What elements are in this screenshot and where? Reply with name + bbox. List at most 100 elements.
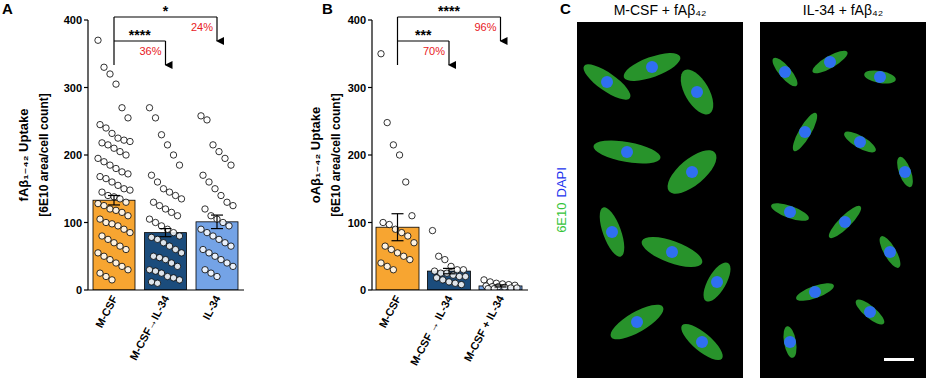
cell-body (769, 200, 811, 225)
data-point (156, 202, 162, 208)
image-title: IL-34 + fAβ₄₂ (803, 2, 883, 18)
data-point (178, 250, 184, 256)
data-point (440, 277, 446, 283)
data-point (109, 221, 115, 227)
data-point (105, 142, 111, 148)
data-point (127, 229, 133, 235)
nucleus (621, 146, 633, 158)
bracket-arrow (448, 41, 449, 65)
error-cap (495, 284, 507, 285)
nucleus (874, 71, 886, 83)
data-point (452, 280, 458, 286)
data-point (113, 260, 119, 266)
bar (145, 233, 187, 290)
data-point (152, 268, 158, 274)
significance: **** (438, 3, 460, 19)
error-stem (113, 196, 114, 205)
data-point (388, 246, 394, 252)
cell-body (825, 202, 865, 242)
y-tick-label: 400 (64, 14, 82, 26)
panel-label: A (2, 0, 13, 17)
nucleus (799, 126, 811, 138)
cell-body (595, 204, 630, 259)
category-label: M-CSF→IL-34 (127, 293, 172, 363)
data-point (208, 270, 214, 276)
data-point (117, 148, 123, 154)
y-axis-sublabel: [6E10 area/cell count] (37, 93, 51, 216)
data-point (164, 273, 170, 279)
data-point (382, 243, 388, 249)
bracket-arrow (216, 17, 217, 41)
data-point (160, 240, 166, 246)
cell-body (781, 325, 798, 359)
data-point (491, 285, 497, 290)
significance: * (163, 3, 169, 19)
data-point (204, 229, 210, 235)
data-point (150, 199, 156, 205)
data-point (113, 165, 119, 171)
data-point (222, 240, 228, 246)
nucleus (666, 246, 678, 258)
data-point (396, 152, 402, 158)
data-point (164, 142, 170, 148)
nucleus (631, 316, 643, 328)
y-tick (84, 289, 88, 290)
cell-body (698, 258, 736, 305)
data-point (200, 172, 206, 178)
data-point (202, 267, 208, 273)
y-axis-label: oAβ₁₋₄₂ Uptake (308, 107, 323, 203)
error-stem (216, 215, 217, 229)
significance: **** (129, 27, 151, 43)
nucleus (824, 56, 836, 68)
data-point (117, 196, 123, 202)
data-point (115, 223, 121, 229)
data-point (168, 260, 174, 266)
data-point (384, 119, 390, 125)
data-point (121, 186, 127, 192)
cell-body (638, 231, 706, 274)
data-point (125, 267, 131, 273)
data-point (95, 250, 101, 256)
data-point (148, 279, 154, 285)
data-point (200, 246, 206, 252)
cell-body (676, 318, 727, 365)
data-point (125, 115, 131, 121)
data-point (101, 159, 107, 165)
data-point (228, 162, 234, 168)
data-point (198, 113, 204, 119)
data-point (162, 206, 168, 212)
error-cap (160, 228, 172, 229)
data-point (109, 277, 115, 283)
data-point (107, 256, 113, 262)
data-point (123, 246, 129, 252)
data-point (125, 213, 131, 219)
data-point (224, 260, 230, 266)
error-cap (392, 213, 404, 214)
data-point (208, 213, 214, 219)
nucleus (784, 206, 796, 218)
data-point (146, 105, 152, 111)
y-tick (368, 289, 372, 290)
data-point (435, 253, 441, 259)
percent-change: 36% (139, 45, 161, 57)
data-point (127, 187, 133, 193)
data-point (158, 270, 164, 276)
data-point (125, 171, 131, 177)
data-point (119, 105, 125, 111)
error-bar (160, 229, 172, 237)
percent-change: 96% (474, 21, 496, 33)
data-point (152, 115, 158, 121)
data-point (127, 138, 133, 144)
y-axis-label: fAβ₁₋₄₂ Uptake (16, 109, 31, 202)
cell-body (841, 128, 878, 156)
data-point (99, 140, 105, 146)
cell-body (794, 280, 836, 305)
data-point (95, 37, 101, 43)
data-point (107, 162, 113, 168)
nucleus (691, 86, 703, 98)
micrograph (577, 22, 743, 378)
data-point (216, 236, 222, 242)
bar (196, 222, 238, 290)
data-point (462, 273, 468, 279)
y-tick (84, 154, 88, 155)
